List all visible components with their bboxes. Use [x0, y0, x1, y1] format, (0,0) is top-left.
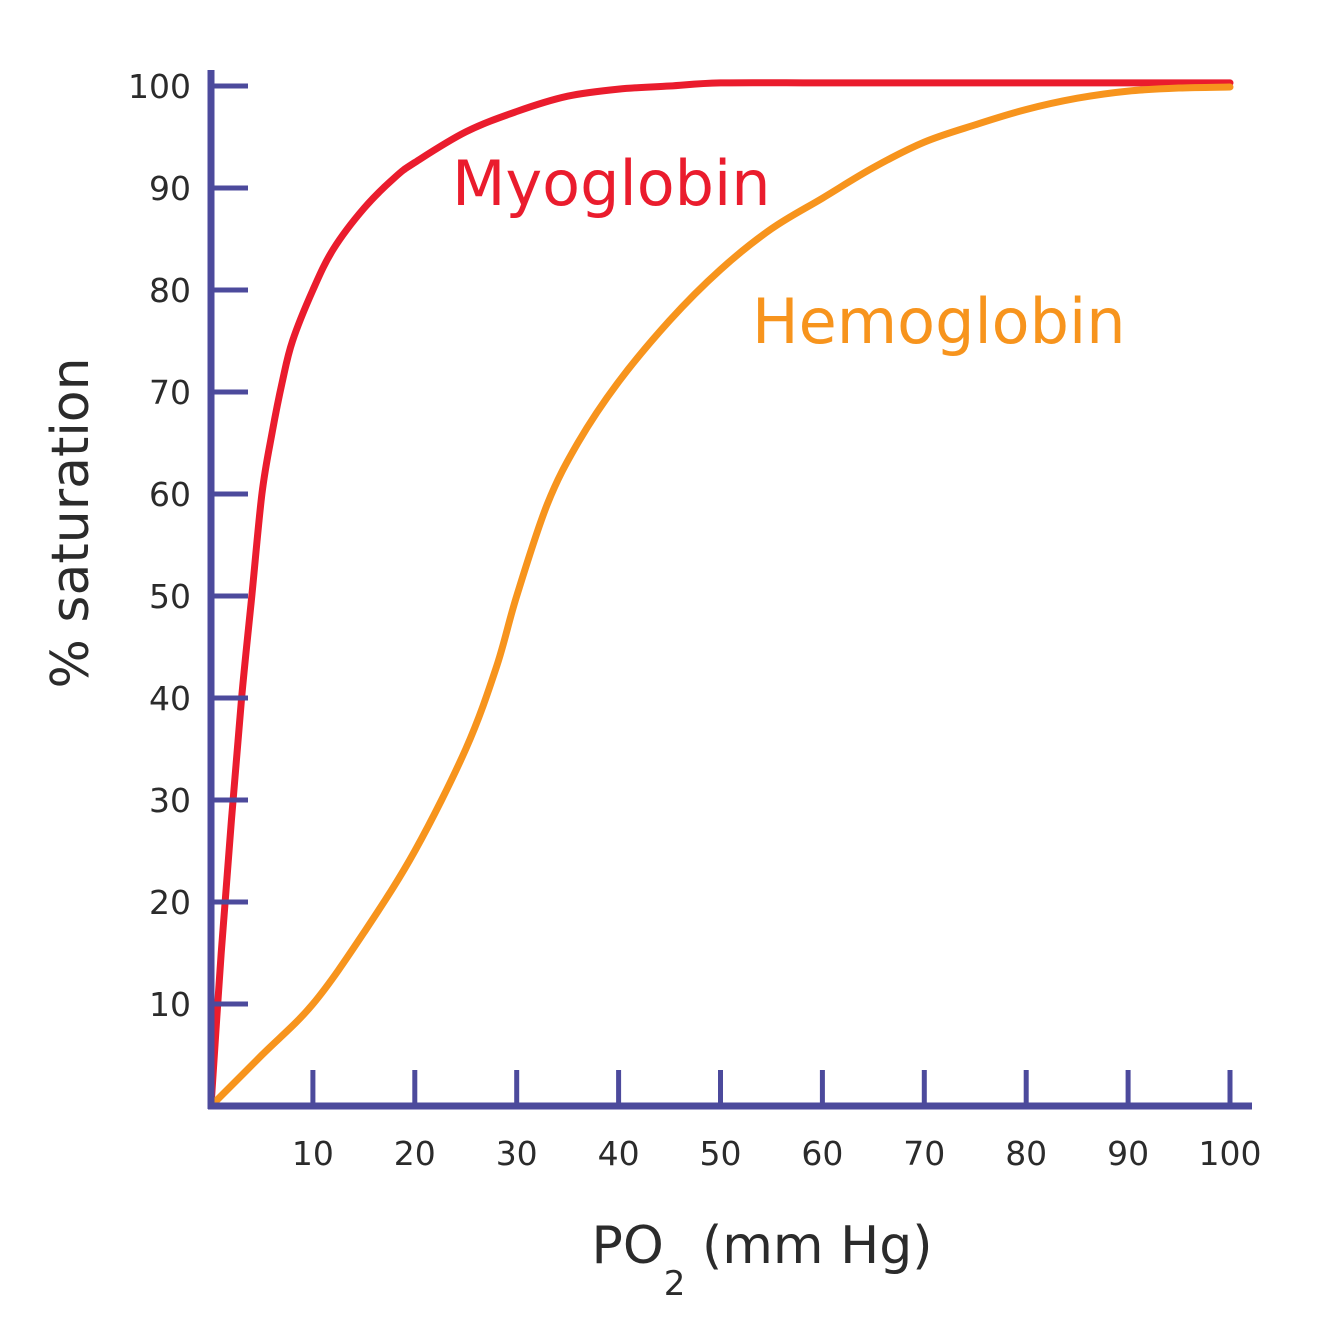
x-axis-title: PO2 (mm Hg): [592, 1216, 933, 1304]
x-tick-labels: 10 20 30 40 50 60 70 80 90 100: [292, 1134, 1262, 1173]
x-tick-label-90: 90: [1107, 1134, 1149, 1173]
x-tick-label-10: 10: [292, 1134, 334, 1173]
y-tick-label-100: 100: [128, 67, 191, 106]
x-axis-title-unit: (mm Hg): [685, 1216, 932, 1276]
y-tick-label-80: 80: [149, 271, 191, 310]
x-tick-label-20: 20: [394, 1134, 436, 1173]
series-line-myoglobin: [207, 79, 1234, 1110]
y-tick-label-90: 90: [149, 169, 191, 208]
x-axis-title-main: PO: [592, 1216, 664, 1276]
y-tick-label-40: 40: [149, 679, 191, 718]
x-tick-label-80: 80: [1005, 1134, 1047, 1173]
x-tick-label-70: 70: [903, 1134, 945, 1173]
axes: [207, 70, 1252, 1110]
x-tick-label-60: 60: [801, 1134, 843, 1173]
plot-lines: [207, 79, 1234, 1110]
x-tick-label-30: 30: [496, 1134, 538, 1173]
x-tick-label-40: 40: [598, 1134, 640, 1173]
series-label-hemoglobin: Hemoglobin: [752, 285, 1125, 358]
y-tick-labels: 10 20 30 40 50 60 70 80 90 100: [128, 67, 191, 1024]
y-axis-title: % saturation: [41, 357, 101, 688]
x-tick-label-50: 50: [700, 1134, 742, 1173]
series-line-hemoglobin: [207, 83, 1234, 1110]
y-tick-label-70: 70: [149, 373, 191, 412]
y-tick-label-60: 60: [149, 475, 191, 514]
y-tick-label-30: 30: [149, 781, 191, 820]
y-tick-label-10: 10: [149, 985, 191, 1024]
x-tick-label-100: 100: [1199, 1134, 1262, 1173]
y-tick-label-50: 50: [149, 577, 191, 616]
series-label-myoglobin: Myoglobin: [452, 147, 771, 220]
y-tick-label-20: 20: [149, 883, 191, 922]
x-axis-title-subscript: 2: [664, 1264, 686, 1304]
